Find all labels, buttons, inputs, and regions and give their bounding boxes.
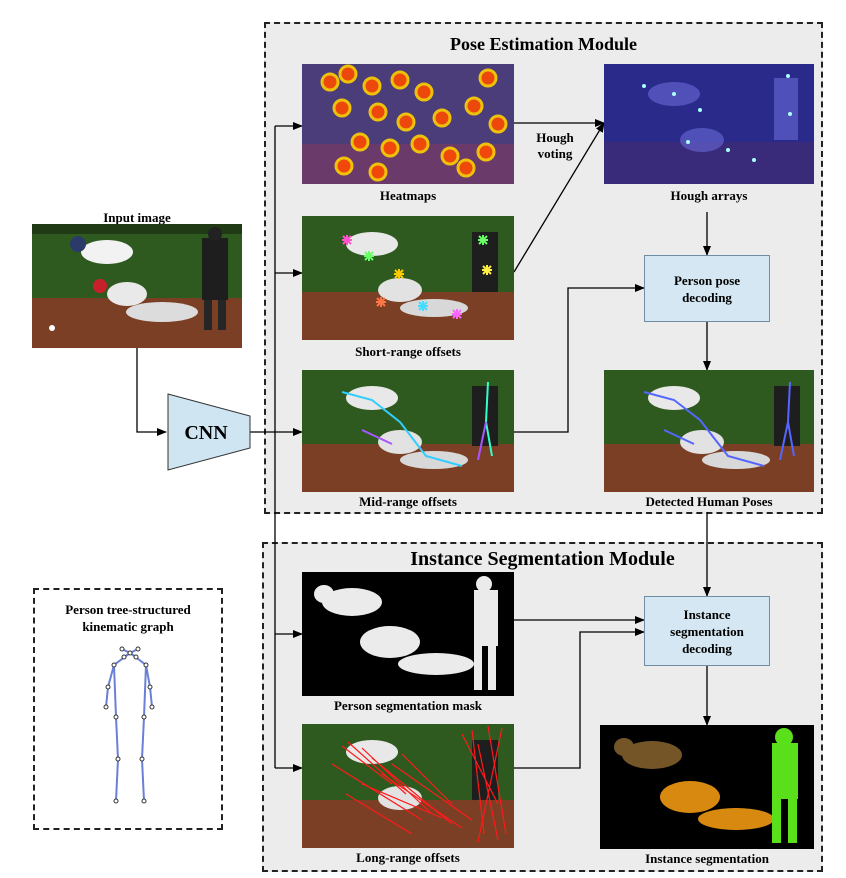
kinematic-graph-title-2: kinematic graph	[82, 619, 174, 634]
kinematic-graph-box	[33, 588, 223, 830]
heatmaps-image	[302, 64, 514, 184]
seg-module-title: Instance Segmentation Module	[410, 548, 675, 570]
kinematic-graph-title-1: Person tree-structured	[65, 602, 191, 617]
pose-module-title: Pose Estimation Module	[450, 34, 637, 54]
heatmaps-caption: Heatmaps	[379, 188, 437, 203]
mid-range-offsets-caption: Mid-range offsets	[359, 494, 457, 509]
input-image	[32, 224, 242, 348]
instance-segmentation-caption: Instance segmentation	[645, 851, 769, 866]
input-image-caption: Input image	[103, 210, 171, 225]
detected-human-poses-caption: Detected Human Poses	[645, 494, 773, 509]
short-range-offsets-caption: Short-range offsets	[355, 344, 461, 359]
cnn-label: CNN	[184, 422, 228, 444]
hough-voting-label-2: voting	[537, 146, 573, 161]
seg-decoding-line-3: decoding	[682, 640, 732, 656]
detected-human-poses-image	[604, 370, 814, 492]
person-segmentation-mask-image	[302, 572, 514, 696]
kinematic-graph-figure	[103, 646, 155, 804]
instance-segmentation-decoding-block: Instance segmentation decoding	[644, 596, 770, 666]
hough-arrays-caption: Hough arrays	[670, 188, 748, 203]
pose-decoding-line-1: Person pose	[673, 272, 741, 288]
hough-arrays-image	[604, 64, 814, 184]
long-range-offsets-image	[302, 724, 514, 848]
long-range-offsets-caption: Long-range offsets	[356, 850, 460, 865]
seg-decoding-line-1: Instance	[683, 606, 731, 622]
seg-decoding-line-2: segmentation	[670, 623, 744, 639]
instance-segmentation-image	[600, 725, 814, 849]
pose-decoding-line-2: decoding	[682, 289, 732, 305]
mid-range-offsets-image	[302, 370, 514, 492]
cnn-block: CNN	[167, 393, 251, 471]
person-segmentation-mask-caption: Person segmentation mask	[333, 698, 483, 713]
person-pose-decoding-block: Person pose decoding	[644, 255, 770, 322]
hough-voting-label-1: Hough	[536, 130, 574, 145]
short-range-offsets-image	[302, 216, 514, 340]
